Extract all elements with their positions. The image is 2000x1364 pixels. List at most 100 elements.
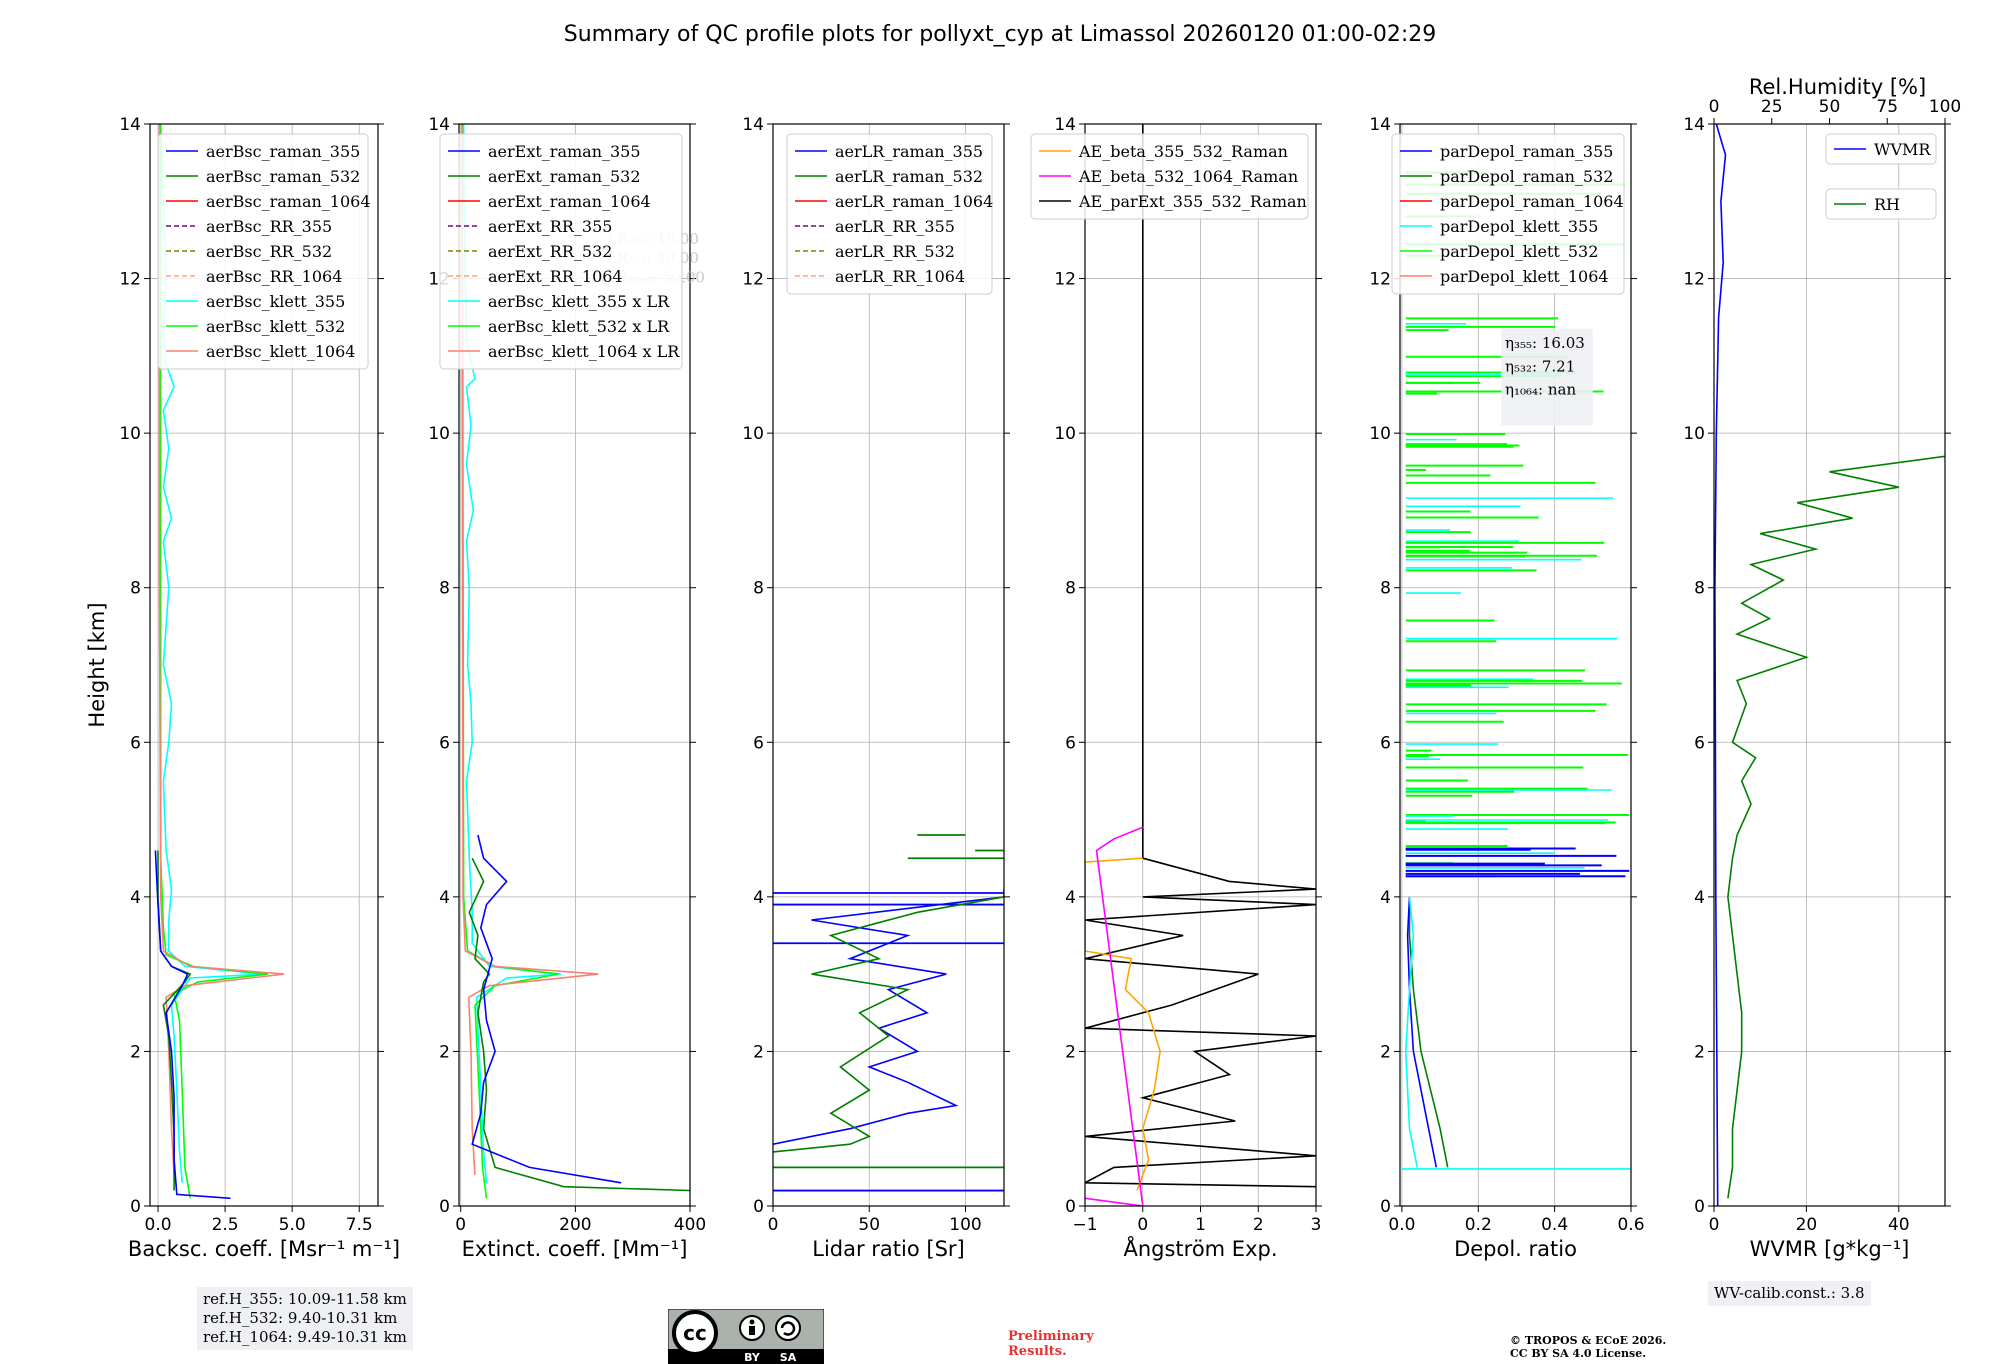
y-tick-label: 4: [130, 888, 141, 908]
legend-label: aerBsc_RR_355: [206, 217, 332, 236]
x-tick-label: 200: [559, 1215, 591, 1235]
legend-label: parDepol_raman_355: [1440, 142, 1613, 161]
copyright-line-2: CC BY SA 4.0 License.: [1510, 1347, 1647, 1360]
y-tick-label: 6: [753, 733, 764, 753]
x-tick-label: 7.5: [346, 1215, 373, 1235]
legend-label: aerBsc_klett_355: [206, 292, 345, 311]
y-tick-label: 6: [1065, 733, 1076, 753]
legend-label: AE_beta_355_532_Raman: [1078, 142, 1288, 161]
series-aerBsc_klett_1064: [158, 124, 285, 1176]
cc-license-badge: cc BY SA: [668, 1309, 824, 1364]
x-tick-label: 0: [455, 1215, 466, 1235]
y-tick-label: 2: [1694, 1042, 1705, 1062]
y-tick-label: 2: [753, 1042, 764, 1062]
series-group: [1085, 124, 1316, 1206]
legend-label: aerBsc_raman_1064: [206, 192, 371, 211]
legend-label: aerExt_raman_355: [488, 142, 641, 161]
series-AE_beta_355_532_Raman: [1085, 857, 1161, 1191]
y-tick-label: 14: [742, 115, 764, 135]
x-tick-label: 20: [1796, 1215, 1818, 1235]
series-parDepol_klett_355: [1404, 896, 1418, 1168]
series-aerBsc_klett_532 x LR: [461, 124, 559, 1199]
legend-label: aerExt_RR_532: [488, 242, 612, 261]
y-tick-label: 8: [1380, 579, 1391, 599]
x-tick-label: 2.5: [212, 1215, 239, 1235]
y-tick-label: 8: [439, 579, 450, 599]
cc-text: cc: [683, 1321, 707, 1345]
legend-label: aerExt_RR_1064: [488, 267, 623, 286]
annotation: η₁₀₆₄: nan: [1505, 381, 1576, 399]
legend-label: parDepol_klett_355: [1440, 217, 1598, 236]
y-tick-label: 0: [1065, 1197, 1076, 1217]
series-aerExt_raman_355: [471, 834, 622, 1184]
y-tick-label: 6: [1694, 733, 1705, 753]
axes-frame: [1713, 123, 1946, 1207]
y-tick-label: 2: [1380, 1042, 1391, 1062]
y-tick-label: 4: [1380, 888, 1391, 908]
refh-355: ref.H_355: 10.09-11.58 km: [203, 1290, 407, 1308]
legend-box: [1825, 133, 1937, 165]
legend-label: aerBsc_klett_355 x LR: [488, 292, 670, 311]
x-tick-label: 0.4: [1541, 1215, 1568, 1235]
series-parDepol_raman_355: [1406, 896, 1438, 1168]
series-group: [1714, 124, 1945, 1206]
x-tick-label: −1: [1072, 1215, 1097, 1235]
y-tick-label: 2: [1065, 1042, 1076, 1062]
series-aerBsc_klett_355 x LR: [462, 124, 562, 1183]
legend-box: [157, 133, 369, 370]
sa-icon: [775, 1315, 801, 1341]
panel-lr: 0 50 100 0 2 4 6 8 10 12 14 Lidar ratio [Sr] aerLR_r…: [742, 115, 1010, 1261]
legend-label: aerLR_raman_532: [835, 167, 983, 186]
legend-label: aerBsc_RR_1064: [206, 267, 342, 286]
legend-label: WVMR: [1874, 140, 1931, 159]
axes-frame: [149, 123, 379, 1207]
y-tick-label: 10: [1683, 424, 1705, 444]
series-group: [773, 834, 1004, 1192]
y-tick-label: 8: [130, 579, 141, 599]
x-axis-label: Extinct. coeff. [Mm⁻¹]: [462, 1237, 688, 1261]
panel-bsc: 0.0 2.5 5.0 7.5 0 2 4 6 8 10 12 14 Backsc. coeff. [M…: [85, 115, 400, 1261]
series-AE_beta_532_1064_Raman: [1085, 826, 1144, 1206]
x-tick-label: 0: [1709, 1215, 1720, 1235]
x-tick-label: 3: [1311, 1215, 1322, 1235]
y-tick-label: 4: [1694, 888, 1705, 908]
legend-label: aerLR_raman_355: [835, 142, 983, 161]
y-tick-label: 0: [439, 1197, 450, 1217]
refh-box: ref.H_355: 10.09-11.58 km ref.H_532: 9.4…: [197, 1287, 413, 1350]
legend-label: aerLR_raman_1064: [835, 192, 993, 211]
series-parDepol_raman_532: [1408, 896, 1449, 1168]
by-text: BY: [744, 1351, 761, 1364]
x-axis-label: Backsc. coeff. [Msr⁻¹ m⁻¹]: [128, 1237, 400, 1261]
legend-label: AE_beta_532_1064_Raman: [1078, 167, 1298, 186]
series-aerBsc_klett_532: [159, 124, 269, 1199]
x-tick-label: 0: [768, 1215, 779, 1235]
series-RH: [1727, 455, 1945, 1199]
y-tick-label: 10: [742, 424, 764, 444]
series-group: [461, 124, 690, 1199]
axes-frame: [458, 123, 691, 1207]
panel-depol: 0.0 0.2 0.4 0.6 0 2 4 6 8 10 12 14 Depol. ratio η₃₅₅:…: [1369, 115, 1644, 1261]
series-group: [154, 124, 285, 1200]
y-tick-label: 14: [119, 115, 141, 135]
y-tick-label: 0: [1380, 1197, 1391, 1217]
x-tick-label: 0.0: [145, 1215, 172, 1235]
y-tick-label: 2: [130, 1042, 141, 1062]
x-tick-label: 0.0: [1388, 1215, 1415, 1235]
legend-label: aerBsc_klett_532 x LR: [488, 317, 670, 336]
annotation: η₃₅₅: 16.03: [1505, 334, 1585, 352]
series-aerLR_raman_355: [773, 889, 1004, 1145]
eta-box: [1501, 328, 1593, 426]
y-tick-label: 6: [439, 733, 450, 753]
preliminary-note: Preliminary Results.: [1008, 1329, 1094, 1359]
legend-label: AE_parExt_355_532_Raman: [1078, 192, 1307, 211]
x-axis-label: Depol. ratio: [1454, 1237, 1577, 1261]
refh-1064: ref.H_1064: 9.49-10.31 km: [203, 1328, 407, 1346]
annotation: η₅₃₂: 7.21: [1505, 357, 1575, 375]
series-aerExt_raman_532: [468, 857, 690, 1192]
x-axis-label: Lidar ratio [Sr]: [812, 1237, 965, 1261]
x-tick-label: 2: [1253, 1215, 1264, 1235]
top-x-tick-label: 0: [1709, 97, 1720, 117]
